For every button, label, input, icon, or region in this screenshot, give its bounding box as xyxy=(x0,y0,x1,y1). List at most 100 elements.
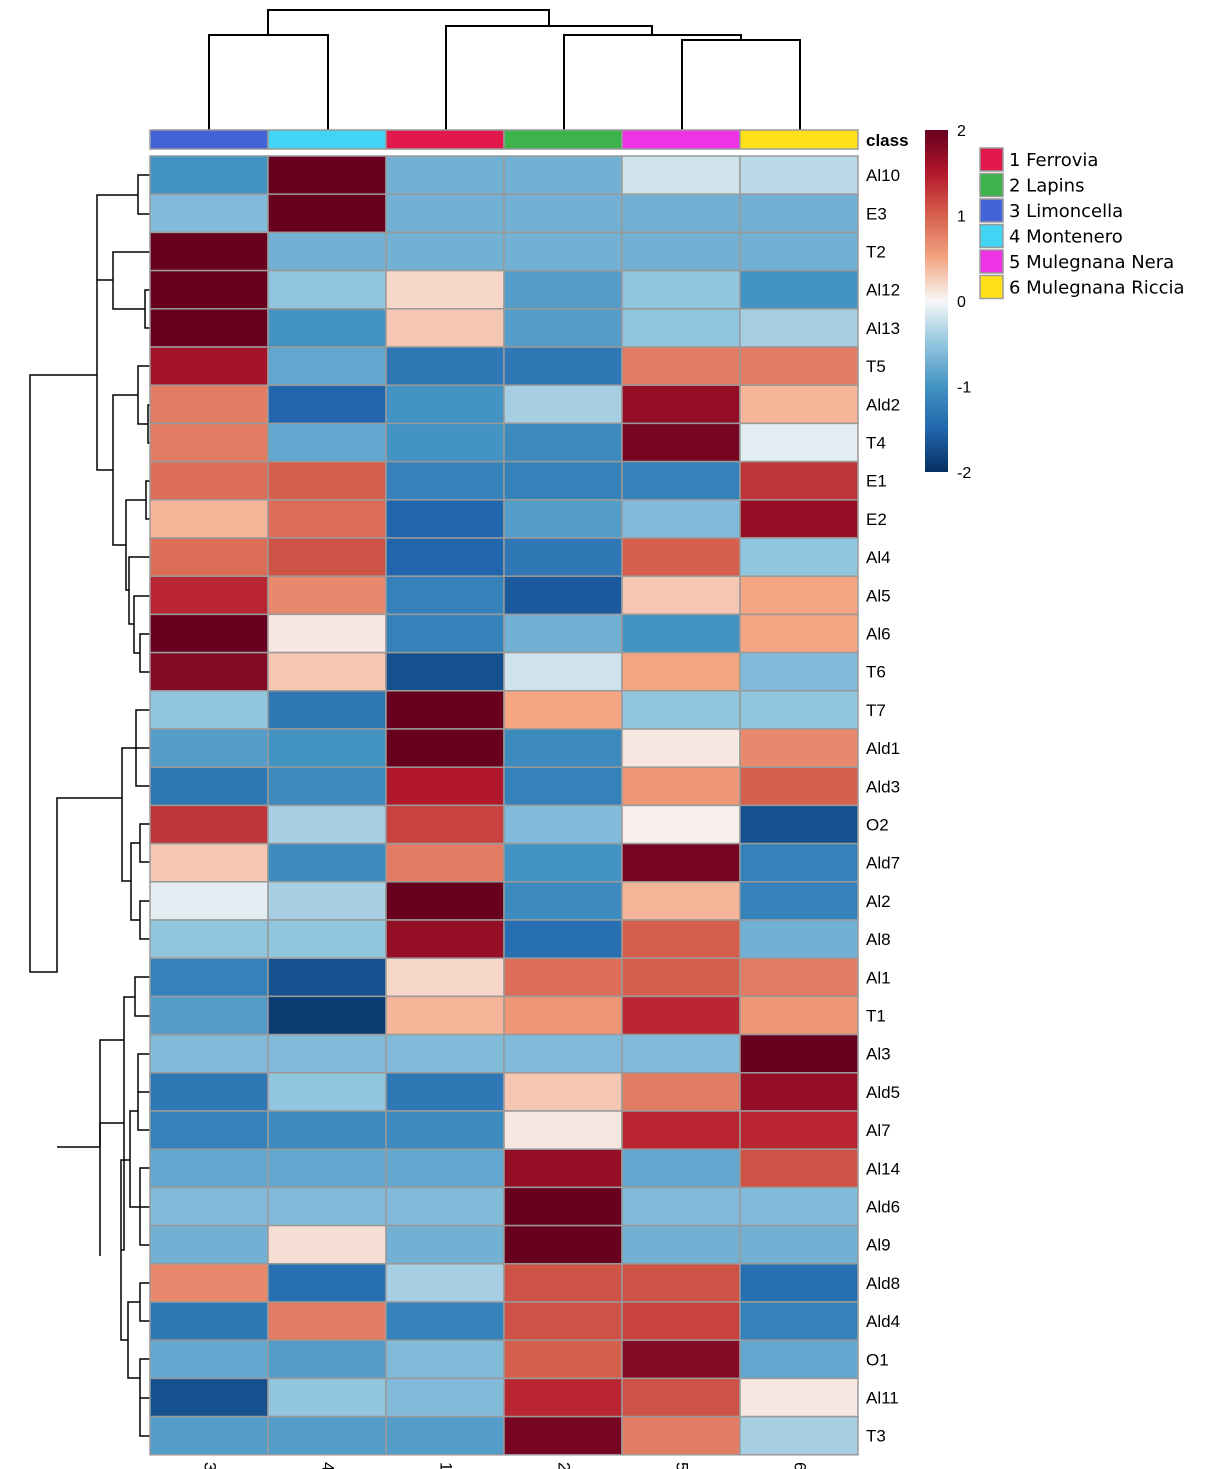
heatmap-cell xyxy=(621,1263,741,1303)
heatmap-cell xyxy=(267,575,387,616)
heatmap-cell xyxy=(267,346,387,386)
row-label: Ald6 xyxy=(866,1198,900,1217)
heatmap-cell xyxy=(267,193,387,234)
heatmap-cell xyxy=(267,269,387,310)
heatmap-cell xyxy=(385,881,505,921)
heatmap-cell xyxy=(149,1033,269,1074)
heatmap-cell xyxy=(621,1186,741,1227)
heatmap-cell xyxy=(503,1186,623,1227)
heatmap-cell xyxy=(503,1224,623,1265)
heatmap-cell xyxy=(739,1224,859,1265)
heatmap-cell xyxy=(267,728,387,768)
heatmap-cell xyxy=(267,1148,387,1189)
heatmap-cell xyxy=(267,842,387,883)
heatmap-cell xyxy=(739,881,859,921)
heatmap-cell xyxy=(385,193,505,234)
heatmap-cell xyxy=(503,499,623,539)
heatmap-cell xyxy=(267,613,387,654)
heatmap-cell xyxy=(739,346,859,386)
heatmap-cell xyxy=(267,1224,387,1265)
heatmap-cell xyxy=(621,308,741,348)
heatmap-cell xyxy=(621,384,741,425)
heatmap-cell xyxy=(149,1377,269,1418)
heatmap-cell xyxy=(267,957,387,998)
heatmap-cell xyxy=(385,1415,505,1456)
heatmap-cell xyxy=(267,690,387,730)
heatmap-cell xyxy=(385,231,505,272)
heatmap-cell xyxy=(149,881,269,921)
heatmap-cell xyxy=(621,804,741,845)
heatmap-cell xyxy=(267,1263,387,1303)
heatmap-cell xyxy=(503,537,623,577)
heatmap-cell xyxy=(149,422,269,463)
heatmap-cell xyxy=(621,842,741,883)
legend-swatch xyxy=(979,249,1004,274)
heatmap-cell xyxy=(621,881,741,921)
heatmap-cell xyxy=(621,690,741,730)
scale-tick-label: 0 xyxy=(957,294,966,311)
heatmap-cell xyxy=(149,842,269,883)
row-label: T1 xyxy=(866,1007,886,1026)
legend-label: 4 Montenero xyxy=(1009,227,1123,248)
heatmap-cell xyxy=(739,728,859,768)
column-labels: 3 4 1 2 5 6 xyxy=(201,1462,810,1469)
class-annotation-cell xyxy=(385,129,505,150)
heatmap-cell xyxy=(149,1301,269,1341)
heatmap-cell xyxy=(503,193,623,234)
heatmap-cell xyxy=(385,384,505,425)
legend-swatch xyxy=(979,172,1004,198)
heatmap-cell xyxy=(149,957,269,998)
heatmap-cell xyxy=(503,881,623,921)
heatmap-cell xyxy=(385,690,505,730)
heatmap-cell xyxy=(739,919,859,959)
heatmap-cell xyxy=(149,1415,269,1456)
heatmap-cell xyxy=(149,651,269,692)
heatmap-cell xyxy=(267,1033,387,1074)
class-annotation-label: class xyxy=(866,131,909,150)
column-label: 1 xyxy=(437,1462,456,1469)
color-scale-ticks: 2 1 0 -1 -2 xyxy=(957,123,971,482)
heatmap-cell xyxy=(503,613,623,654)
column-label: 2 xyxy=(555,1462,574,1469)
heatmap-cell xyxy=(621,766,741,807)
column-label: 5 xyxy=(673,1462,692,1469)
heatmap-cell xyxy=(385,1339,505,1380)
heatmap-cell xyxy=(503,384,623,425)
column-label: 3 xyxy=(201,1462,220,1469)
heatmap-cell xyxy=(385,1301,505,1341)
heatmap-cell xyxy=(621,651,741,692)
heatmap-cell xyxy=(621,919,741,959)
row-label: Ald8 xyxy=(866,1274,900,1293)
heatmap-cell xyxy=(385,919,505,959)
heatmap-cell xyxy=(149,460,269,501)
heatmap-cell xyxy=(385,1377,505,1418)
heatmap-cells xyxy=(149,155,859,1456)
heatmap-cell xyxy=(385,1148,505,1189)
heatmap-cell xyxy=(503,842,623,883)
row-label: Al14 xyxy=(866,1159,900,1178)
heatmap-cell xyxy=(739,384,859,425)
heatmap-cell xyxy=(149,995,269,1036)
heatmap-cell xyxy=(503,766,623,807)
heatmap-cell xyxy=(385,537,505,577)
heatmap-cell xyxy=(503,690,623,730)
row-label: Ald5 xyxy=(866,1083,900,1102)
heatmap-cell xyxy=(621,1148,741,1189)
heatmap-cell xyxy=(503,1339,623,1380)
row-label: T3 xyxy=(866,1427,886,1446)
heatmap-cell xyxy=(621,1110,741,1150)
column-label: 4 xyxy=(319,1462,338,1469)
heatmap-cell xyxy=(149,384,269,425)
legend-label: 2 Lapins xyxy=(1009,176,1084,197)
row-label: E3 xyxy=(866,204,887,223)
column-label: 6 xyxy=(791,1462,810,1469)
color-scale-bar xyxy=(925,130,948,472)
heatmap-cell xyxy=(621,995,741,1036)
row-label: O2 xyxy=(866,816,889,835)
row-label: Al7 xyxy=(866,1121,891,1140)
heatmap-cell xyxy=(739,1415,859,1456)
heatmap-cell xyxy=(503,728,623,768)
row-label: O1 xyxy=(866,1350,889,1369)
heatmap-cell xyxy=(739,995,859,1036)
